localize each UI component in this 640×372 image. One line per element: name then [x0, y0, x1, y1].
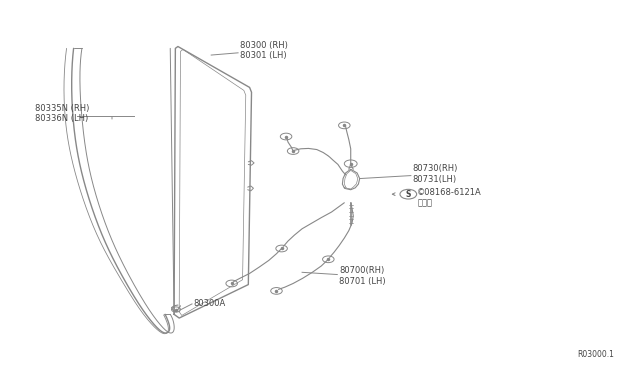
Text: 80335N (RH)
80336N (LH): 80335N (RH) 80336N (LH) [35, 104, 90, 123]
Text: 80730(RH)
80731(LH): 80730(RH) 80731(LH) [413, 164, 458, 184]
Text: 80300A: 80300A [193, 299, 225, 308]
Text: 80300 (RH)
80301 (LH): 80300 (RH) 80301 (LH) [240, 41, 288, 60]
Text: 80700(RH)
80701 (LH): 80700(RH) 80701 (LH) [339, 266, 386, 286]
Text: S: S [406, 190, 411, 199]
Text: R03000.1: R03000.1 [577, 350, 614, 359]
Text: ©08168-6121A
（１）: ©08168-6121A （１） [417, 188, 482, 208]
